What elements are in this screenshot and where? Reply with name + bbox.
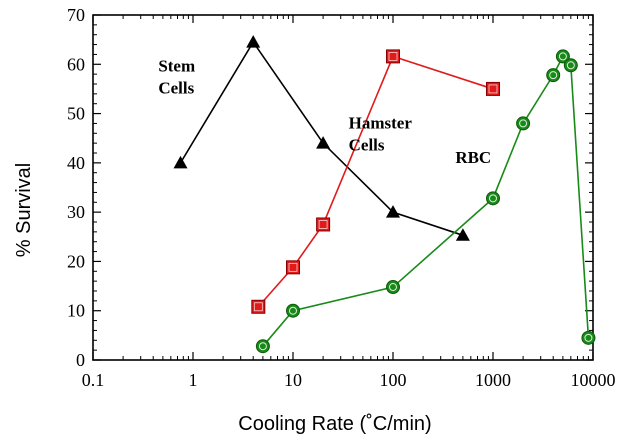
annotation-label: Cells [349, 135, 385, 154]
x-tick-label: 10 [284, 370, 302, 390]
annotation-label: Stem [158, 57, 195, 76]
data-point-square [286, 260, 300, 275]
data-point-square [386, 49, 400, 64]
data-point-circle-inner [489, 194, 497, 203]
data-point-triangle [173, 155, 188, 169]
data-point-circle [581, 330, 596, 345]
series-line [262, 55, 590, 347]
annotation-label: Hamster [349, 113, 413, 132]
x-tick-label: 1 [189, 370, 198, 390]
x-axis-label: Cooling Rate (˚C/min) [238, 413, 431, 435]
y-tick-label: 20 [67, 251, 85, 271]
x-tick-label: 10000 [571, 370, 616, 390]
annotation-label: Cells [158, 79, 194, 98]
data-point-circle-inner [549, 71, 558, 80]
data-point-square-inner [253, 302, 263, 312]
data-point-square-inner [318, 220, 328, 229]
data-point-circle-inner [566, 61, 575, 70]
y-tick-label: 10 [67, 301, 85, 321]
data-point-circle [255, 339, 270, 354]
series-square [251, 49, 500, 314]
data-point-circle [516, 116, 531, 131]
data-point-circle [563, 58, 578, 73]
data-point-triangle [386, 205, 400, 218]
y-tick-label: 30 [67, 202, 85, 222]
annotation-label: RBC [455, 148, 491, 167]
data-point-square-inner [288, 262, 298, 272]
y-tick-label: 0 [76, 350, 85, 370]
data-point-square [486, 81, 500, 96]
data-point-circle-inner [389, 283, 397, 292]
data-point-circle [286, 303, 300, 318]
data-point-triangle [246, 35, 261, 48]
data-point-triangle [455, 228, 470, 241]
x-tick-label: 1000 [475, 370, 511, 390]
data-point-circle-inner [558, 52, 567, 61]
data-point-circle [546, 68, 561, 83]
plot-frame [92, 14, 594, 361]
y-tick-label: 70 [67, 5, 85, 25]
data-point-circle [555, 49, 570, 64]
series-triangle [173, 35, 470, 241]
y-tick-label: 60 [67, 54, 85, 74]
y-tick-label: 50 [67, 104, 85, 124]
data-point-circle [386, 280, 400, 295]
data-point-triangle [316, 136, 331, 149]
data-point-square-inner [388, 52, 398, 61]
y-axis-label: % Survival [13, 163, 35, 257]
data-point-circle-inner [584, 333, 593, 342]
y-tick-label: 40 [67, 153, 85, 173]
data-point-circle-inner [519, 119, 528, 128]
data-point-square [251, 299, 266, 314]
data-point-square [316, 217, 331, 232]
data-point-circle-inner [289, 306, 297, 315]
x-tick-label: 0.1 [82, 370, 105, 390]
series-circle [255, 49, 596, 354]
data-point-square-inner [488, 84, 498, 94]
data-point-circle [486, 191, 500, 206]
x-tick-label: 100 [380, 370, 407, 390]
data-point-circle-inner [258, 342, 267, 351]
